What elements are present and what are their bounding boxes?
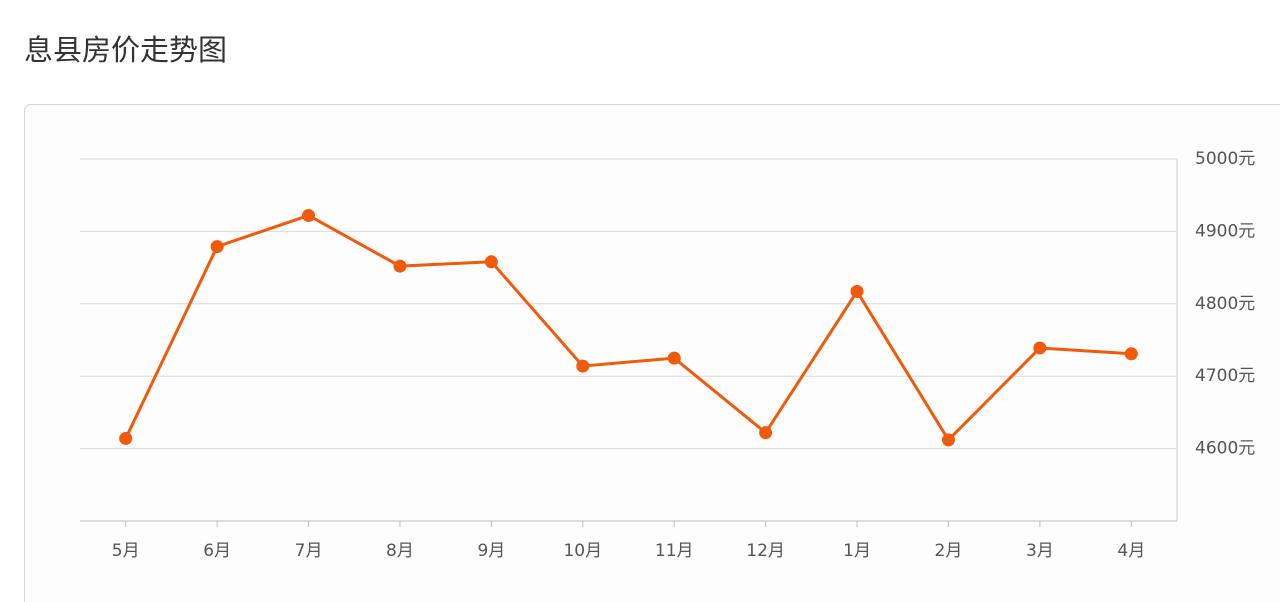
x-tick-label: 6月: [203, 541, 231, 561]
x-tick-label: 3月: [1026, 541, 1054, 561]
x-tick-label: 1月: [843, 541, 871, 561]
y-tick-label: 4700元: [1195, 366, 1255, 386]
data-point: [210, 240, 224, 254]
data-point: [759, 426, 773, 440]
data-point: [1124, 347, 1138, 361]
series-line: [124, 213, 1132, 442]
data-point: [119, 431, 133, 445]
x-tick-label: 10月: [563, 541, 602, 561]
y-tick-label: 4600元: [1195, 439, 1255, 459]
data-point: [393, 259, 407, 273]
y-tick-label: 5000元: [1195, 149, 1255, 169]
data-point: [484, 255, 498, 269]
data-point: [667, 351, 681, 365]
data-point: [576, 359, 590, 373]
x-tick-label: 2月: [935, 541, 963, 561]
data-point: [1033, 341, 1047, 355]
data-point: [850, 284, 864, 298]
chart-title: 息县房价走势图: [24, 33, 227, 67]
x-tick-label: 9月: [477, 541, 505, 561]
card: [24, 104, 1280, 602]
y-tick-label: 4800元: [1195, 294, 1255, 314]
x-tick-label: 11月: [655, 541, 694, 561]
x-tick-label: 5月: [112, 541, 140, 561]
y-tick-label: 4900元: [1195, 221, 1255, 241]
data-point: [302, 208, 316, 222]
x-tick-label: 8月: [386, 541, 414, 561]
x-tick-label: 7月: [295, 541, 323, 561]
x-tick-label: 12月: [746, 541, 785, 561]
x-tick-label: 4月: [1117, 541, 1145, 561]
data-point: [941, 433, 955, 447]
